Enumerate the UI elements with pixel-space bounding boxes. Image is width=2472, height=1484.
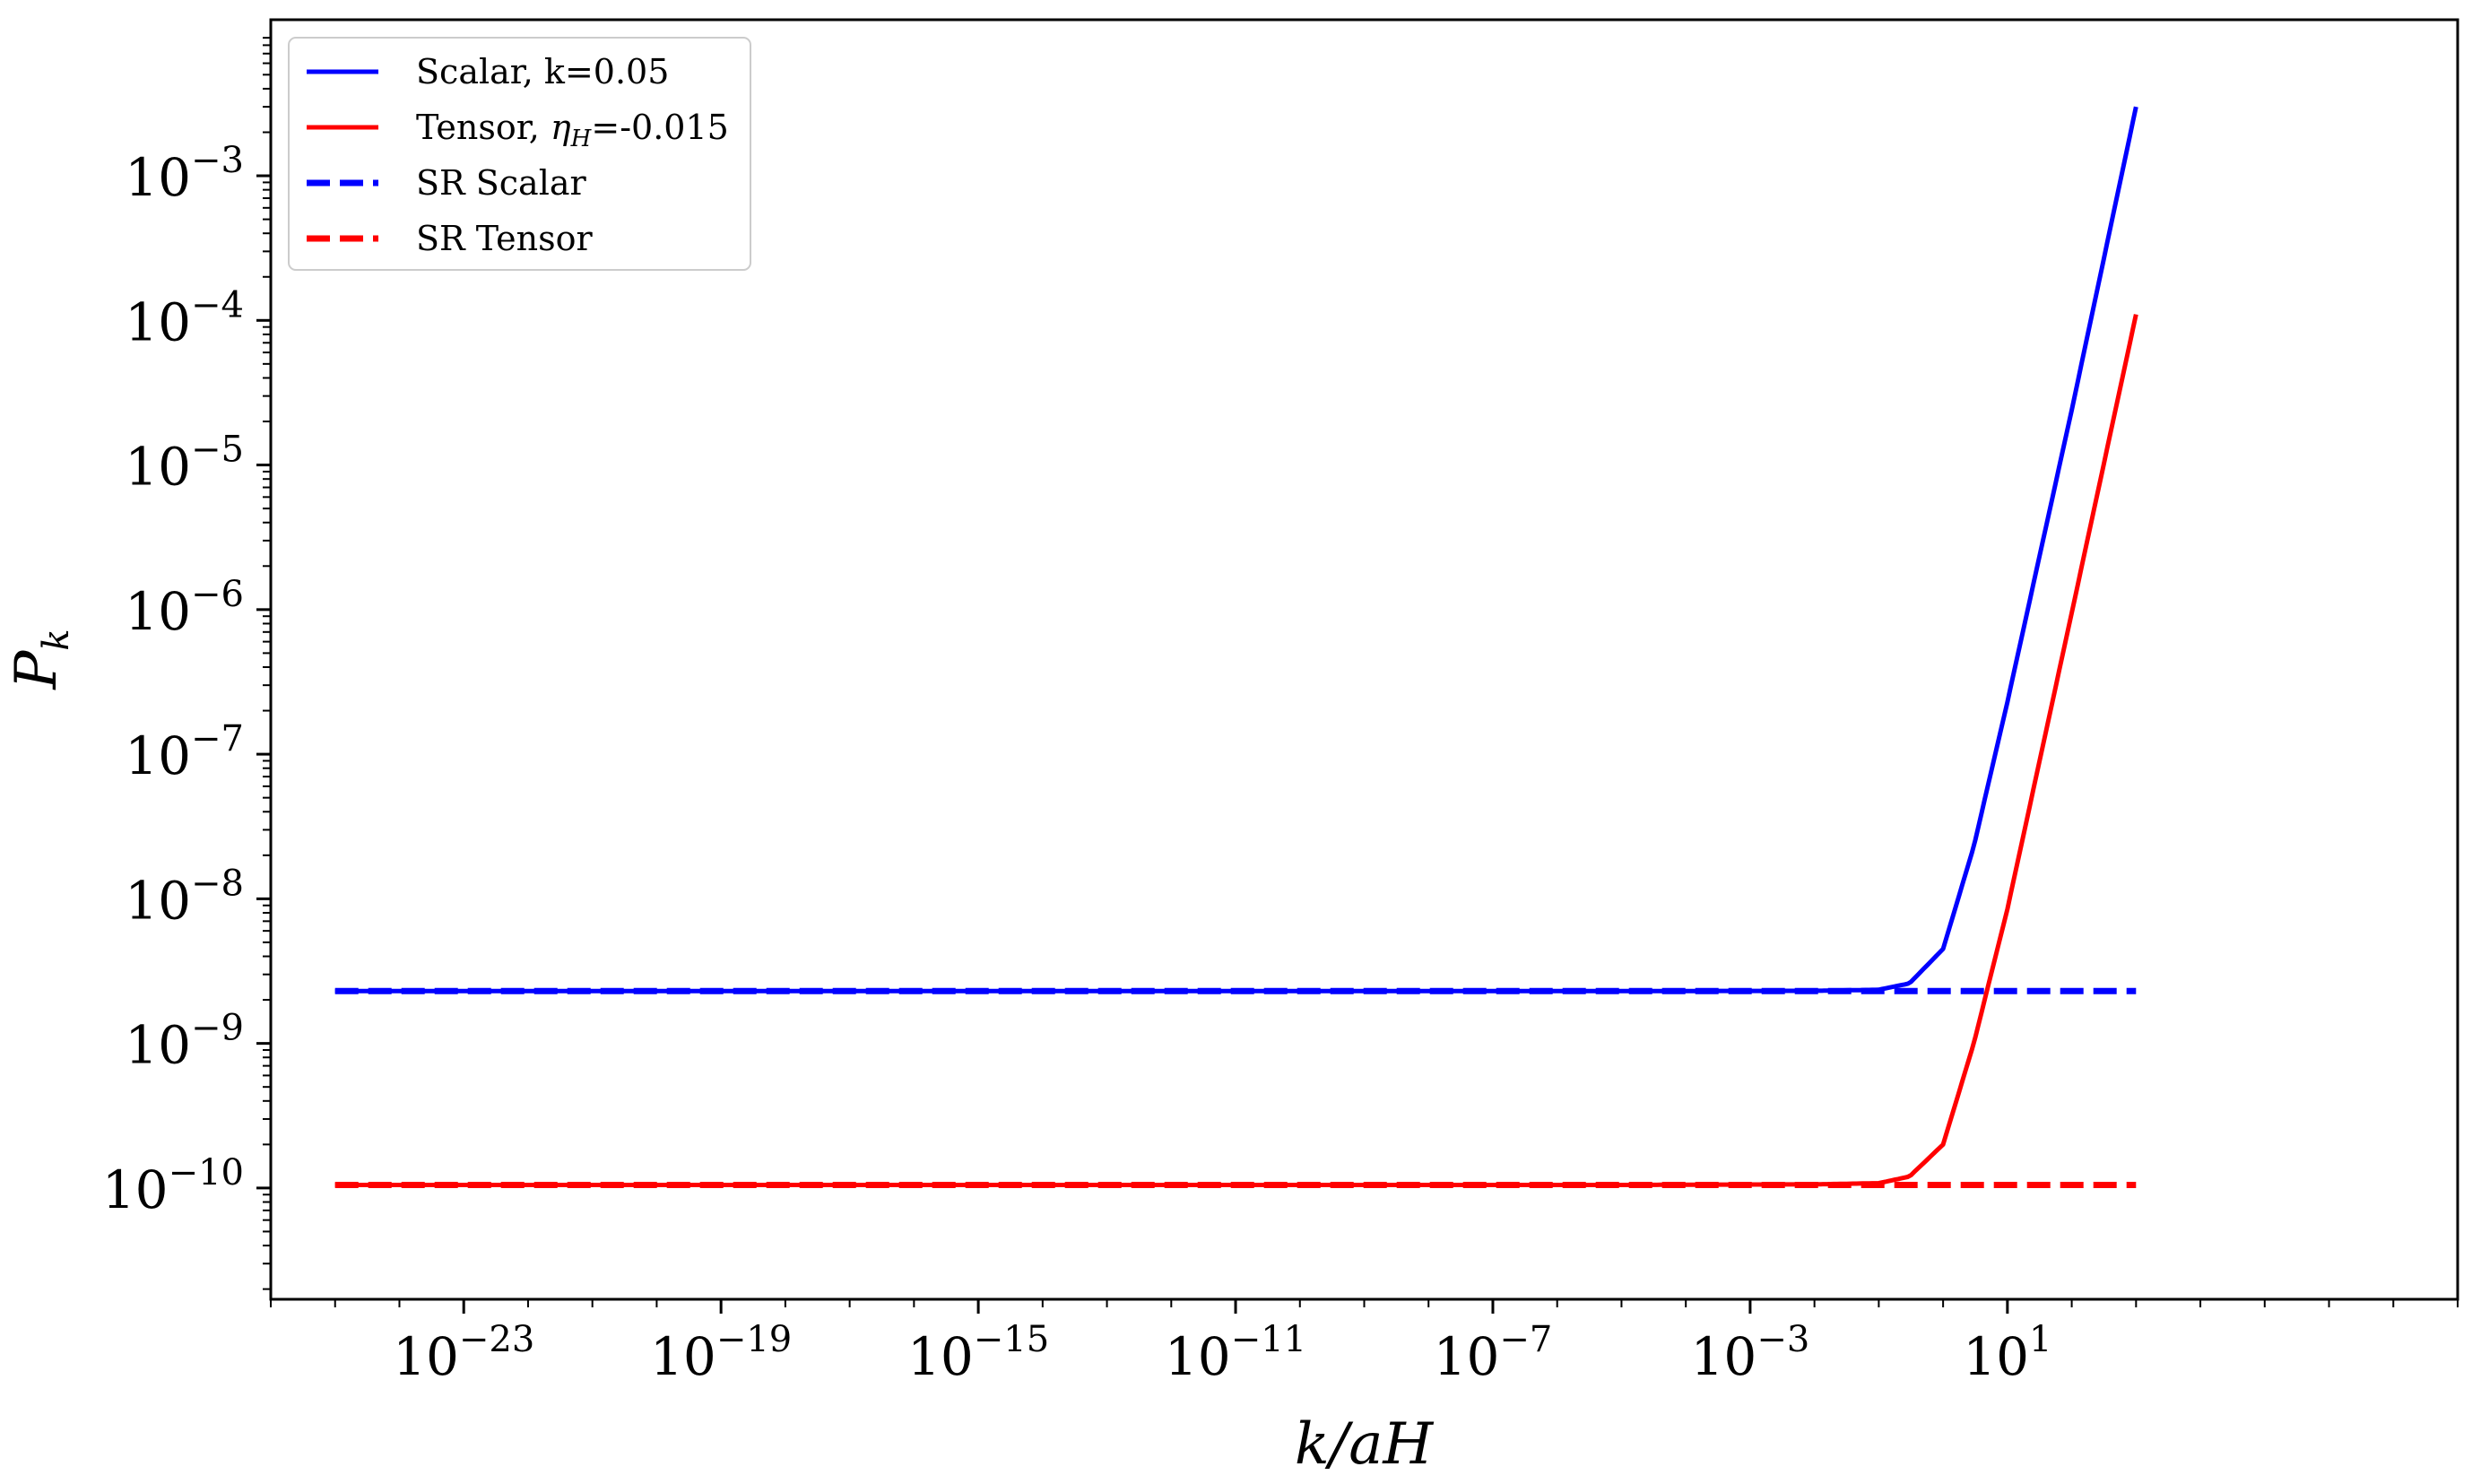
y-tick-label: 10−3 (125, 140, 244, 208)
y-tick-label: 10−10 (102, 1152, 244, 1220)
plot-lines (334, 106, 2138, 1188)
x-tick-label: 10−11 (1165, 1319, 1306, 1387)
series-line-tensor-h-0-015 (334, 314, 2138, 1187)
y-tick-label: 10−8 (125, 863, 244, 931)
y-axis: 10−10 10−9 10−8 10−7 10−6 10−5 10−4 10−3 (102, 37, 271, 1290)
y-tick-label: 10−9 (125, 1008, 244, 1076)
y-tick-label: 10−7 (125, 718, 244, 786)
legend: Scalar, k=0.05 Tensor, ηH=-0.015 SR Scalar… (288, 37, 751, 271)
y-tick-label: 10−5 (125, 430, 244, 498)
x-tick-label: 10−15 (907, 1319, 1049, 1387)
x-tick-label: 10−23 (393, 1319, 534, 1387)
y-tick-label: 10−6 (125, 574, 244, 642)
x-axis: 10−23 10−19 10−15 10−11 10−7 10−3 101 (270, 1299, 2459, 1387)
legend-box (288, 37, 751, 271)
y-tick-label: 10−4 (125, 284, 244, 352)
x-tick-label: 10−19 (650, 1319, 792, 1387)
legend-label: Tensor, ηH=-0.015 (416, 108, 729, 152)
x-axis-label: k/aH (1295, 1411, 1435, 1478)
x-tick-label: 10−7 (1434, 1319, 1553, 1387)
legend-label: SR Scalar (416, 163, 587, 203)
x-tick-label: 10−3 (1691, 1319, 1810, 1387)
legend-label: SR Tensor (416, 219, 593, 258)
x-tick-label: 101 (1963, 1319, 2051, 1387)
legend-label: Scalar, k=0.05 (416, 52, 669, 91)
series-line-scalar-k-0-05 (334, 106, 2138, 994)
